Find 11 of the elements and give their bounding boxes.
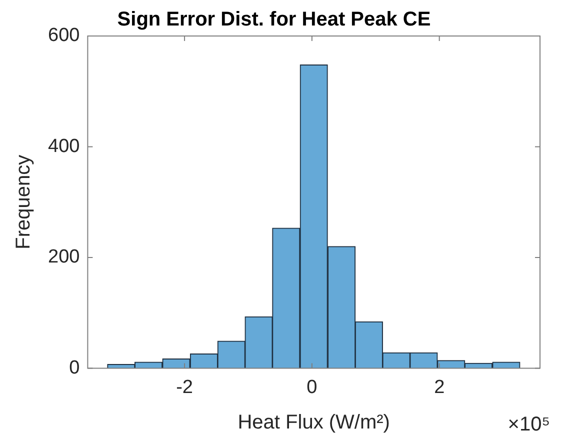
- y-tick-label: 0: [69, 357, 80, 378]
- x-tick-label: 2: [434, 376, 445, 398]
- y-tick-label: 400: [48, 136, 80, 157]
- text: ×10⁵: [508, 414, 550, 436]
- chart-title: Sign Error Dist. for Heat Peak CE: [117, 8, 431, 31]
- y-axis-title: Frequency: [12, 154, 35, 250]
- y-tick-label: 200: [48, 246, 80, 268]
- y-tick-label: 600: [48, 25, 80, 46]
- x-tick-label: 0: [306, 376, 318, 398]
- x-axis-title: Heat Flux (W/m²): [238, 412, 390, 434]
- x-tick-label: -2: [176, 376, 193, 398]
